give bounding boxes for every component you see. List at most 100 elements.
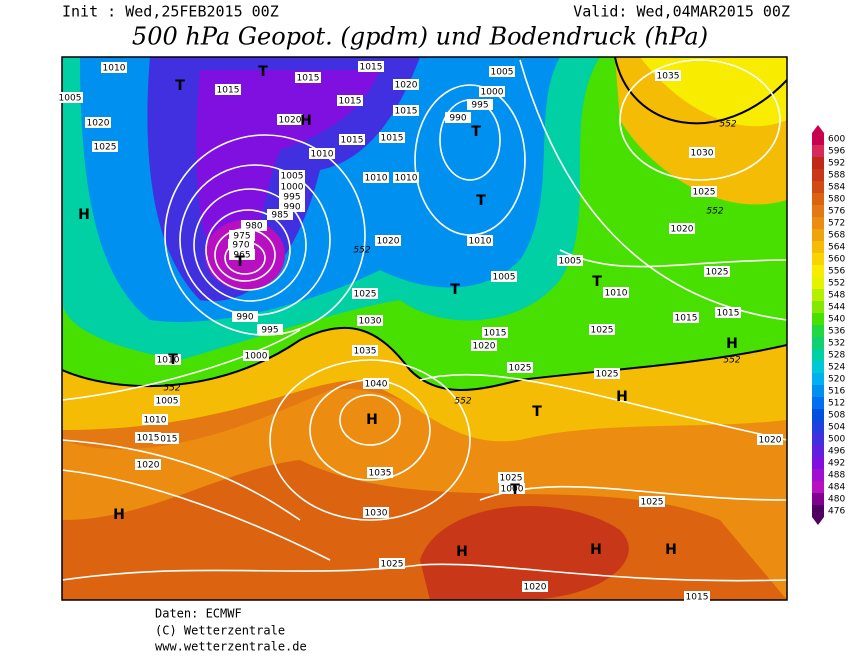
contour-label: 552	[163, 384, 180, 394]
website-url: www.wetterzentrale.de	[155, 640, 307, 654]
isobar-label-box	[279, 201, 305, 212]
legend-swatch	[812, 301, 824, 313]
legend-swatch	[812, 397, 824, 409]
isobar-label: 1010	[101, 62, 127, 74]
legend-swatch	[812, 253, 824, 265]
isobar-label-box	[445, 112, 471, 123]
isobar-label-box	[467, 99, 493, 110]
legend-swatch	[812, 445, 824, 457]
legend-label: 592	[828, 159, 845, 169]
data-source: Daten: ECMWF	[155, 607, 242, 621]
field	[62, 327, 787, 442]
isobar-label-text: 1025	[693, 188, 716, 198]
isobar-label-box	[715, 307, 741, 318]
isobar-label-text: 1005	[281, 172, 304, 182]
isobar-label-box	[232, 311, 258, 322]
isobar-label: 1025	[507, 362, 533, 374]
isobar-label: 1015	[215, 84, 241, 96]
pressure-center: H	[665, 542, 677, 558]
isobar-label: 1020	[522, 581, 548, 593]
isobar-label: 975	[229, 230, 255, 242]
isobar-label: 1020	[471, 340, 497, 352]
isobar-label-box	[279, 181, 305, 192]
isobar-label-box	[589, 324, 615, 335]
isobar-label: 1025	[92, 141, 118, 153]
legend-label: 484	[828, 483, 845, 493]
isobar-label-text: 1025	[641, 498, 664, 508]
isobar-label: 1000	[479, 86, 505, 98]
isobar-label: 1005	[279, 170, 305, 182]
isobar-label: 1035	[352, 345, 378, 357]
pressure-center: T	[168, 352, 178, 368]
legend-swatch	[812, 133, 824, 145]
isobar-label-text: 1035	[369, 469, 392, 479]
isobar-label: 1025	[639, 496, 665, 508]
legend-swatch	[812, 169, 824, 181]
isobar-label: 1025	[691, 186, 717, 198]
isobar-label: 1000	[243, 350, 269, 362]
isobar-label: 990	[279, 201, 305, 213]
isobar-label-box	[363, 172, 389, 183]
legend-label: 556	[828, 267, 845, 277]
isobar-label: 1010	[603, 287, 629, 299]
legend-swatch	[812, 217, 824, 229]
isobar-label-box	[101, 62, 127, 73]
isobar-label-text: 1010	[157, 356, 180, 366]
isobar-label-text: 1015	[381, 134, 404, 144]
isobar-label-box	[92, 141, 118, 152]
isobar-label-text: 1020	[137, 461, 160, 471]
isobar-label-text: 1015	[155, 435, 178, 445]
isobar-label-box	[603, 287, 629, 298]
isobar-label: 1010	[142, 414, 168, 426]
legend-swatch	[812, 385, 824, 397]
isobar-label-box	[57, 92, 83, 103]
isobar-label-box	[85, 117, 111, 128]
isobar-label: 1010	[363, 172, 389, 184]
isobar-label-box	[393, 105, 419, 116]
legend-label: 480	[828, 495, 845, 505]
isobar-label: 1020	[277, 114, 303, 126]
isobar-label-box	[228, 239, 254, 250]
contour-label: 552	[353, 246, 370, 256]
isobar-label-text: 1030	[365, 509, 388, 519]
legend-swatch	[812, 193, 824, 205]
isobar-label-box	[295, 72, 321, 83]
init-time: Init : Wed,25FEB2015 00Z	[62, 3, 279, 21]
legend-label: 584	[828, 183, 845, 193]
isobar-label-box	[357, 315, 383, 326]
pressure-center: H	[78, 207, 90, 223]
isobar-label-box	[215, 84, 241, 95]
legend-label: 524	[828, 363, 845, 373]
isobar-label-text: 1035	[657, 72, 680, 82]
isobar-label-text: 1005	[59, 94, 82, 104]
isobar-label-text: 1010	[605, 289, 628, 299]
isobar-label-box	[229, 249, 255, 260]
pressure-center: T	[532, 404, 542, 420]
isobar-label-text: 1005	[493, 273, 516, 283]
isobar-label-box	[379, 132, 405, 143]
legend-label: 544	[828, 303, 845, 313]
isobar-label-box	[277, 114, 303, 125]
pressure-center: T	[235, 254, 245, 270]
isobar-label-text: 1015	[395, 107, 418, 117]
isobar-label: 1030	[689, 147, 715, 159]
isobar-label: 1025	[498, 472, 524, 484]
isobar-label: 1015	[482, 327, 508, 339]
isobar-label: 1035	[655, 70, 681, 82]
legend-swatch	[812, 229, 824, 241]
legend-label: 596	[828, 147, 845, 157]
isobar-label-box	[379, 558, 405, 569]
isobar-label-text: 1025	[591, 326, 614, 336]
isobar-label-text: 1025	[706, 268, 729, 278]
legend-label: 536	[828, 327, 845, 337]
legend-label: 512	[828, 399, 845, 409]
isobar-label-text: 1015	[675, 314, 698, 324]
legend-label: 532	[828, 339, 845, 349]
isobar-label-box	[499, 483, 525, 494]
legend-swatch	[812, 265, 824, 277]
isobar-label-text: 965	[233, 251, 250, 261]
legend-label: 504	[828, 423, 845, 433]
isobar-label: 1025	[704, 266, 730, 278]
legend-label: 572	[828, 219, 845, 229]
